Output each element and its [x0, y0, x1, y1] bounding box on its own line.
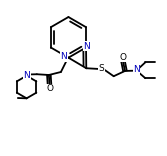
Text: N: N [84, 41, 90, 51]
Text: O: O [119, 53, 126, 62]
Text: N: N [24, 71, 30, 80]
Text: S: S [99, 64, 104, 73]
Text: N: N [61, 52, 67, 61]
Text: O: O [46, 84, 53, 93]
Text: N: N [133, 65, 140, 74]
